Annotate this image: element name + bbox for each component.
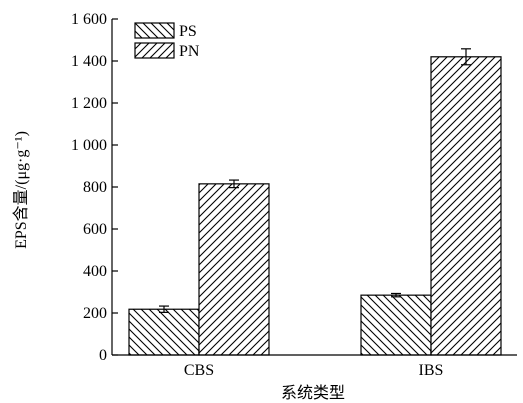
bar-pn-cbs (198, 183, 270, 356)
bar-pn-ibs (430, 56, 502, 356)
y-tick-label: 0 (99, 347, 107, 364)
x-axis-title: 系统类型 (281, 384, 345, 402)
y-tick-label: 1 400 (71, 53, 107, 70)
legend-label-ps: PS (179, 23, 197, 40)
y-tick-label: 400 (83, 263, 107, 280)
bar-ps-ibs (360, 294, 432, 356)
plot-area: 0 200 400 600 800 1 000 1 200 1 400 1 600 CBS IBS (71, 11, 517, 379)
y-tick-label: 200 (83, 305, 107, 322)
legend-swatch-ps (134, 22, 175, 39)
y-tick-label: 800 (83, 179, 107, 196)
x-tick-label-cbs: CBS (184, 362, 214, 379)
x-tick-label-ibs: IBS (419, 362, 444, 379)
y-tick-label: 1 600 (71, 11, 107, 28)
svg-text:EPS含量/(μg·g⁻¹): EPS含量/(μg·g⁻¹) (12, 131, 30, 249)
y-tick-label: 1 200 (71, 95, 107, 112)
y-tick-label: 600 (83, 221, 107, 238)
legend-label-pn: PN (179, 43, 200, 60)
y-axis-title: EPS含量/(μg·g⁻¹) (12, 131, 30, 249)
bar-ps-cbs (128, 308, 200, 356)
y-tick-label: 1 000 (71, 137, 107, 154)
legend-swatch-pn (134, 42, 175, 59)
legend: PS PN (134, 22, 200, 60)
